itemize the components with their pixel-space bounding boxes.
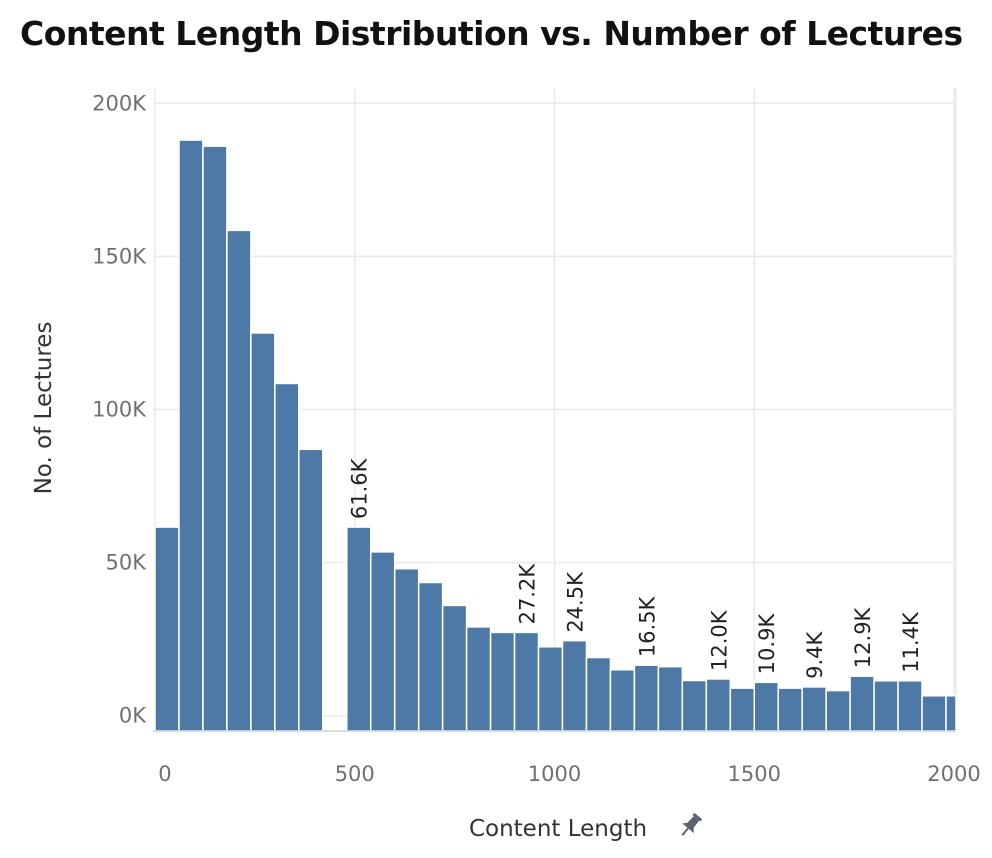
x-tick-label: 500 xyxy=(335,762,375,786)
bar-data-label: 27.2K xyxy=(516,563,540,625)
y-axis-ticks: 0K 50K 100K 150K 200K xyxy=(92,91,147,727)
bar-data-label: 16.5K xyxy=(635,595,659,657)
y-axis-title: No. of Lectures xyxy=(31,322,57,495)
histogram-bar[interactable] xyxy=(154,526,180,732)
bar-data-label: 61.6K xyxy=(348,457,372,519)
histogram-bar[interactable] xyxy=(393,567,420,732)
data-labels-layer: 61.6K 27.2K 24.5K 16.5K 12.0K 10.9K 9.4K 12.9K 1… xyxy=(348,457,923,679)
histogram-bar[interactable] xyxy=(513,631,540,732)
histogram-bar[interactable] xyxy=(561,639,588,732)
histogram-bar[interactable] xyxy=(849,675,875,732)
y-tick-label: 150K xyxy=(92,244,147,268)
histogram-bar[interactable] xyxy=(250,332,276,732)
x-axis-ticks: 0 500 1000 1500 2000 xyxy=(158,762,980,786)
x-tick-label: 1500 xyxy=(728,762,781,786)
x-tick-label: 1000 xyxy=(528,762,581,786)
histogram-bar[interactable] xyxy=(465,626,492,732)
chart-title: Content Length Distribution vs. Number o… xyxy=(20,14,963,53)
bar-data-label: 9.4K xyxy=(803,631,827,679)
histogram-bar[interactable] xyxy=(202,145,228,732)
x-tick-label: 2000 xyxy=(927,762,980,786)
histogram-bar[interactable] xyxy=(945,695,957,732)
bar-data-label: 11.4K xyxy=(899,611,923,673)
histogram-bar[interactable] xyxy=(585,656,612,732)
y-tick-label: 50K xyxy=(106,551,148,575)
bar-data-label: 10.9K xyxy=(755,613,779,675)
histogram-bar[interactable] xyxy=(921,695,947,732)
bar-data-label: 24.5K xyxy=(563,571,587,633)
histogram-bar[interactable] xyxy=(226,229,252,732)
histogram-bar[interactable] xyxy=(825,689,851,732)
histogram-bar[interactable] xyxy=(633,664,660,732)
pin-icon[interactable] xyxy=(677,811,705,840)
histogram-bar[interactable] xyxy=(657,665,684,732)
histogram-bar[interactable] xyxy=(897,680,923,732)
histogram-bar[interactable] xyxy=(609,669,636,732)
histogram-bar[interactable] xyxy=(369,551,396,732)
bar-data-label: 12.9K xyxy=(851,606,875,668)
histogram-bar[interactable] xyxy=(178,139,204,732)
histogram-bar[interactable] xyxy=(441,604,468,732)
bar-data-label: 12.0K xyxy=(707,609,731,671)
histogram-bar[interactable] xyxy=(705,678,732,732)
histogram-bar[interactable] xyxy=(346,526,372,732)
histogram-bar[interactable] xyxy=(729,687,756,732)
histogram-bar[interactable] xyxy=(274,382,300,732)
histogram-bar[interactable] xyxy=(537,646,564,732)
histogram-bar[interactable] xyxy=(777,687,803,732)
y-tick-label: 200K xyxy=(92,91,147,115)
histogram-bar[interactable] xyxy=(298,448,324,732)
bars-layer xyxy=(154,139,957,732)
x-axis-title: Content Length xyxy=(469,816,647,842)
x-tick-label: 0 xyxy=(158,762,171,786)
y-tick-label: 0K xyxy=(119,704,147,728)
histogram-bar[interactable] xyxy=(681,679,708,732)
histogram-bar[interactable] xyxy=(873,680,899,732)
histogram-bar[interactable] xyxy=(753,681,779,732)
histogram-bar[interactable] xyxy=(417,581,444,732)
histogram-bar[interactable] xyxy=(489,631,516,732)
y-tick-label: 100K xyxy=(92,398,147,422)
histogram-bar[interactable] xyxy=(801,686,827,732)
